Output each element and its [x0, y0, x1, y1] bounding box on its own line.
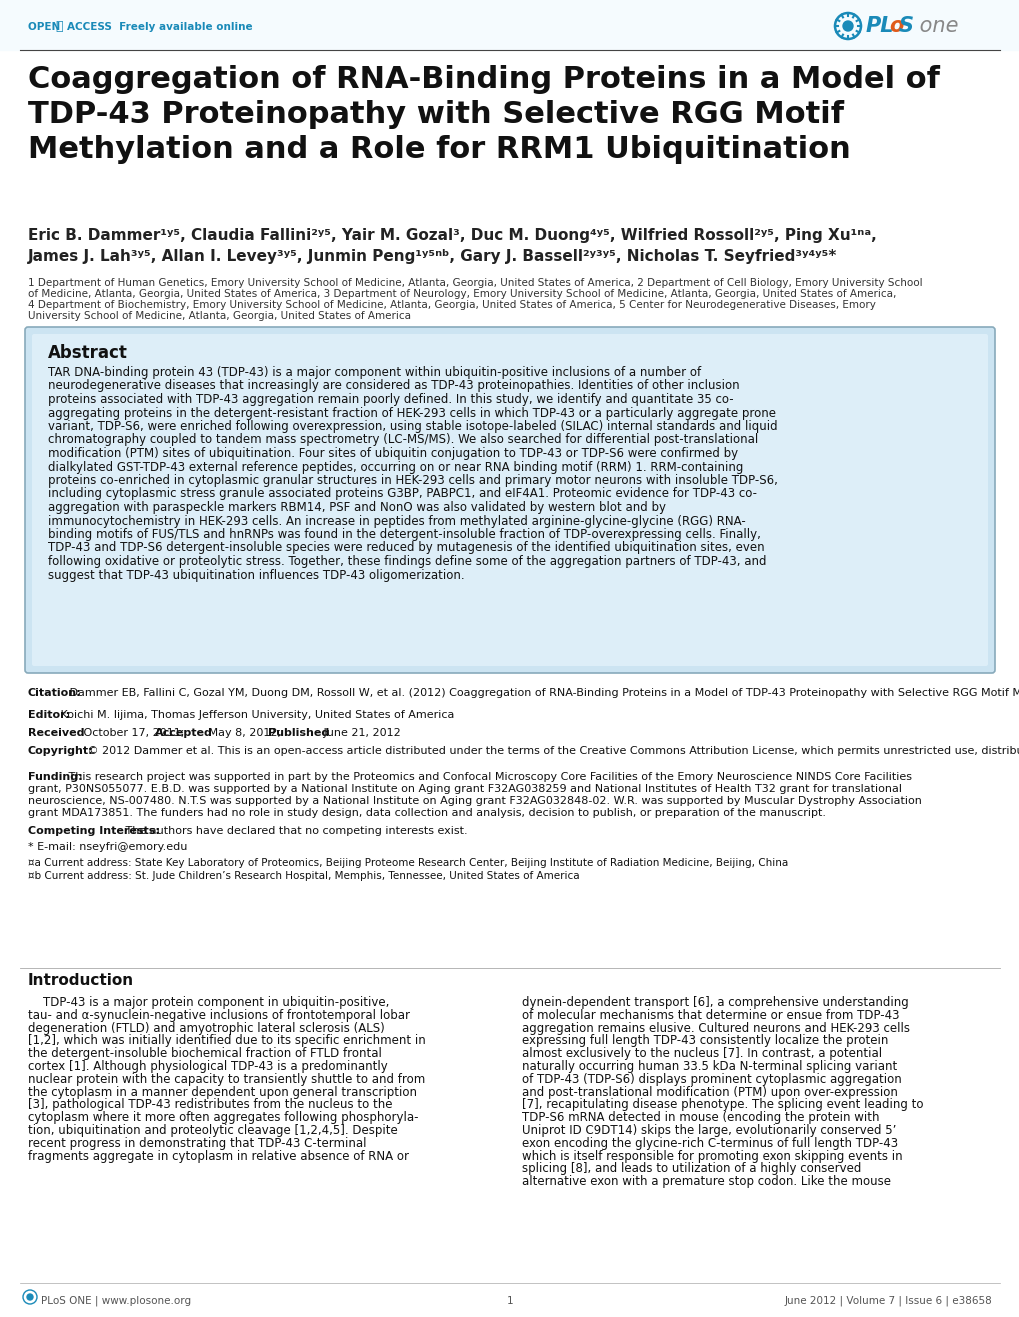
Text: © 2012 Dammer et al. This is an open-access article distributed under the terms : © 2012 Dammer et al. This is an open-acc… [84, 745, 1019, 756]
Text: suggest that TDP-43 ubiquitination influences TDP-43 oligomerization.: suggest that TDP-43 ubiquitination influ… [48, 569, 465, 582]
Text: o: o [889, 16, 903, 36]
Text: one: one [912, 16, 958, 36]
Text: tion, ubiquitination and proteolytic cleavage [1,2,4,5]. Despite: tion, ubiquitination and proteolytic cle… [28, 1123, 397, 1137]
Text: Funding:: Funding: [28, 772, 83, 782]
Text: naturally occurring human 33.5 kDa N-terminal splicing variant: naturally occurring human 33.5 kDa N-ter… [522, 1060, 897, 1073]
Text: alternative exon with a premature stop codon. Like the mouse: alternative exon with a premature stop c… [522, 1175, 891, 1188]
Text: of Medicine, Atlanta, Georgia, United States of America, 3 Department of Neurolo: of Medicine, Atlanta, Georgia, United St… [28, 288, 896, 299]
FancyBboxPatch shape [25, 327, 994, 673]
Text: TAR DNA-binding protein 43 (TDP-43) is a major component within ubiquitin-positi: TAR DNA-binding protein 43 (TDP-43) is a… [48, 366, 700, 379]
Text: May 8, 2012;: May 8, 2012; [205, 728, 284, 738]
Text: Coaggregation of RNA-Binding Proteins in a Model of
TDP-43 Proteinopathy with Se: Coaggregation of RNA-Binding Proteins in… [28, 65, 938, 163]
Text: grant MDA173851. The funders had no role in study design, data collection and an: grant MDA173851. The funders had no role… [28, 809, 825, 818]
Text: October 17, 2011;: October 17, 2011; [79, 728, 187, 738]
Text: [3], pathological TDP-43 redistributes from the nucleus to the: [3], pathological TDP-43 redistributes f… [28, 1098, 392, 1112]
Text: Eric B. Dammer¹ʸ⁵, Claudia Fallini²ʸ⁵, Yair M. Gozal³, Duc M. Duong⁴ʸ⁵, Wilfried: Eric B. Dammer¹ʸ⁵, Claudia Fallini²ʸ⁵, Y… [28, 228, 876, 244]
Text: Accepted: Accepted [155, 728, 213, 738]
Text: ¤b Current address: St. Jude Children’s Research Hospital, Memphis, Tennessee, U: ¤b Current address: St. Jude Children’s … [28, 871, 579, 881]
Text: recent progress in demonstrating that TDP-43 C-terminal: recent progress in demonstrating that TD… [28, 1137, 366, 1150]
Text: which is itself responsible for promoting exon skipping events in: which is itself responsible for promotin… [522, 1150, 902, 1163]
Text: and post-translational modification (PTM) upon over-expression: and post-translational modification (PTM… [522, 1085, 897, 1098]
Text: almost exclusively to the nucleus [7]. In contrast, a potential: almost exclusively to the nucleus [7]. I… [522, 1047, 881, 1060]
Bar [0, 0, 1019, 50]
Text: The authors have declared that no competing interests exist.: The authors have declared that no compet… [122, 826, 467, 836]
Text: dynein-dependent transport [6], a comprehensive understanding: dynein-dependent transport [6], a compre… [522, 996, 908, 1009]
Text: fragments aggregate in cytoplasm in relative absence of RNA or: fragments aggregate in cytoplasm in rela… [28, 1150, 409, 1163]
Text: expressing full length TDP-43 consistently localize the protein: expressing full length TDP-43 consistent… [522, 1034, 888, 1047]
Text: including cytoplasmic stress granule associated proteins G3BP, PABPC1, and eIF4A: including cytoplasmic stress granule ass… [48, 487, 756, 500]
Text: cortex [1]. Although physiological TDP-43 is a predominantly: cortex [1]. Although physiological TDP-4… [28, 1060, 387, 1073]
Text: grant, P30NS055077. E.B.D. was supported by a National Institute on Aging grant : grant, P30NS055077. E.B.D. was supported… [28, 784, 901, 794]
Text: TDP-43 is a major protein component in ubiquitin-positive,: TDP-43 is a major protein component in u… [28, 996, 389, 1009]
Text: [7], recapitulating disease phenotype. The splicing event leading to: [7], recapitulating disease phenotype. T… [522, 1098, 922, 1112]
Text: dialkylated GST-TDP-43 external reference peptides, occurring on or near RNA bin: dialkylated GST-TDP-43 external referenc… [48, 461, 743, 474]
Text: splicing [8], and leads to utilization of a highly conserved: splicing [8], and leads to utilization o… [522, 1163, 860, 1175]
Text: 1: 1 [506, 1296, 513, 1306]
Text: TDP-43 and TDP-S6 detergent-insoluble species were reduced by mutagenesis of the: TDP-43 and TDP-S6 detergent-insoluble sp… [48, 541, 764, 554]
Text: 4 Department of Biochemistry, Emory University School of Medicine, Atlanta, Geor: 4 Department of Biochemistry, Emory Univ… [28, 300, 875, 309]
Text: Koichi M. Iijima, Thomas Jefferson University, United States of America: Koichi M. Iijima, Thomas Jefferson Unive… [57, 710, 453, 720]
Text: following oxidative or proteolytic stress. Together, these findings define some : following oxidative or proteolytic stres… [48, 554, 765, 568]
Text: binding motifs of FUS/TLS and hnRNPs was found in the detergent-insoluble fracti: binding motifs of FUS/TLS and hnRNPs was… [48, 528, 760, 541]
Text: Copyright:: Copyright: [28, 745, 94, 756]
Text: Uniprot ID C9DT14) skips the large, evolutionarily conserved 5’: Uniprot ID C9DT14) skips the large, evol… [522, 1123, 896, 1137]
Text: TDP-S6 mRNA detected in mouse (encoding the protein with: TDP-S6 mRNA detected in mouse (encoding … [522, 1112, 878, 1125]
Text: ⚿: ⚿ [55, 21, 62, 33]
FancyBboxPatch shape [32, 335, 987, 666]
Text: PL: PL [865, 16, 894, 36]
Text: This research project was supported in part by the Proteomics and Confocal Micro: This research project was supported in p… [65, 772, 911, 782]
Text: Editor:: Editor: [28, 710, 70, 720]
Text: degeneration (FTLD) and amyotrophic lateral sclerosis (ALS): degeneration (FTLD) and amyotrophic late… [28, 1022, 384, 1035]
Text: [1,2], which was initially identified due to its specific enrichment in: [1,2], which was initially identified du… [28, 1034, 425, 1047]
Text: of molecular mechanisms that determine or ensue from TDP-43: of molecular mechanisms that determine o… [522, 1009, 899, 1022]
Text: exon encoding the glycine-rich C-terminus of full length TDP-43: exon encoding the glycine-rich C-terminu… [522, 1137, 898, 1150]
Text: cytoplasm where it more often aggregates following phosphoryla-: cytoplasm where it more often aggregates… [28, 1112, 418, 1125]
Text: proteins associated with TDP-43 aggregation remain poorly defined. In this study: proteins associated with TDP-43 aggregat… [48, 392, 733, 406]
Text: Dammer EB, Fallini C, Gozal YM, Duong DM, Rossoll W, et al. (2012) Coaggregation: Dammer EB, Fallini C, Gozal YM, Duong DM… [66, 687, 1019, 698]
Text: nuclear protein with the capacity to transiently shuttle to and from: nuclear protein with the capacity to tra… [28, 1073, 425, 1085]
Text: of TDP-43 (TDP-S6) displays prominent cytoplasmic aggregation: of TDP-43 (TDP-S6) displays prominent cy… [522, 1073, 901, 1085]
Text: tau- and α-synuclein-negative inclusions of frontotemporal lobar: tau- and α-synuclein-negative inclusions… [28, 1009, 410, 1022]
Text: June 2012 | Volume 7 | Issue 6 | e38658: June 2012 | Volume 7 | Issue 6 | e38658 [784, 1296, 991, 1306]
Text: modification (PTM) sites of ubiquitination. Four sites of ubiquitin conjugation : modification (PTM) sites of ubiquitinati… [48, 446, 738, 460]
Text: 1 Department of Human Genetics, Emory University School of Medicine, Atlanta, Ge: 1 Department of Human Genetics, Emory Un… [28, 278, 922, 288]
Text: ¤a Current address: State Key Laboratory of Proteomics, Beijing Proteome Researc: ¤a Current address: State Key Laboratory… [28, 857, 788, 868]
Text: aggregation remains elusive. Cultured neurons and HEK-293 cells: aggregation remains elusive. Cultured ne… [522, 1022, 909, 1035]
Text: Citation:: Citation: [28, 687, 82, 698]
Text: S: S [898, 16, 913, 36]
Text: ACCESS  Freely available online: ACCESS Freely available online [67, 22, 253, 32]
Text: neuroscience, NS-007480. N.T.S was supported by a National Institute on Aging gr: neuroscience, NS-007480. N.T.S was suppo… [28, 795, 921, 806]
Circle shape [26, 1295, 33, 1300]
Text: Abstract: Abstract [48, 344, 127, 362]
Text: June 21, 2012: June 21, 2012 [320, 728, 400, 738]
Text: chromatography coupled to tandem mass spectrometry (LC-MS/MS). We also searched : chromatography coupled to tandem mass sp… [48, 433, 757, 446]
Text: proteins co-enriched in cytoplasmic granular structures in HEK-293 cells and pri: proteins co-enriched in cytoplasmic gran… [48, 474, 777, 487]
Text: Received: Received [28, 728, 85, 738]
Text: immunocytochemistry in HEK-293 cells. An increase in peptides from methylated ar: immunocytochemistry in HEK-293 cells. An… [48, 515, 745, 528]
Text: aggregating proteins in the detergent-resistant fraction of HEK-293 cells in whi: aggregating proteins in the detergent-re… [48, 407, 775, 420]
Text: the detergent-insoluble biochemical fraction of FTLD frontal: the detergent-insoluble biochemical frac… [28, 1047, 381, 1060]
Text: Introduction: Introduction [28, 973, 133, 988]
Text: neurodegenerative diseases that increasingly are considered as TDP-43 proteinopa: neurodegenerative diseases that increasi… [48, 379, 739, 392]
Text: OPEN: OPEN [28, 22, 64, 32]
Text: * E-mail: nseyfri@emory.edu: * E-mail: nseyfri@emory.edu [28, 842, 187, 852]
Text: University School of Medicine, Atlanta, Georgia, United States of America: University School of Medicine, Atlanta, … [28, 311, 411, 321]
Text: the cytoplasm in a manner dependent upon general transcription: the cytoplasm in a manner dependent upon… [28, 1085, 417, 1098]
Circle shape [842, 21, 852, 32]
Text: aggregation with paraspeckle markers RBM14, PSF and NonO was also validated by w: aggregation with paraspeckle markers RBM… [48, 500, 665, 514]
Text: Published: Published [268, 728, 329, 738]
Text: PLoS ONE | www.plosone.org: PLoS ONE | www.plosone.org [41, 1296, 191, 1306]
Text: Competing Interests:: Competing Interests: [28, 826, 160, 836]
Text: variant, TDP-S6, were enriched following overexpression, using stable isotope-la: variant, TDP-S6, were enriched following… [48, 420, 776, 433]
Text: James J. Lah³ʸ⁵, Allan I. Levey³ʸ⁵, Junmin Peng¹ʸ⁵ⁿᵇ, Gary J. Bassell²ʸ³ʸ⁵, Nich: James J. Lah³ʸ⁵, Allan I. Levey³ʸ⁵, Junm… [28, 249, 837, 263]
